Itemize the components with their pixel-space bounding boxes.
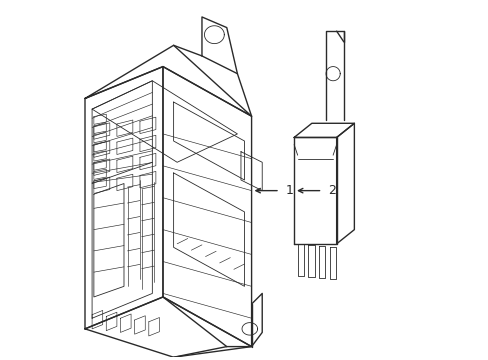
Text: 1: 1 [285,184,292,197]
Text: 2: 2 [327,184,335,197]
